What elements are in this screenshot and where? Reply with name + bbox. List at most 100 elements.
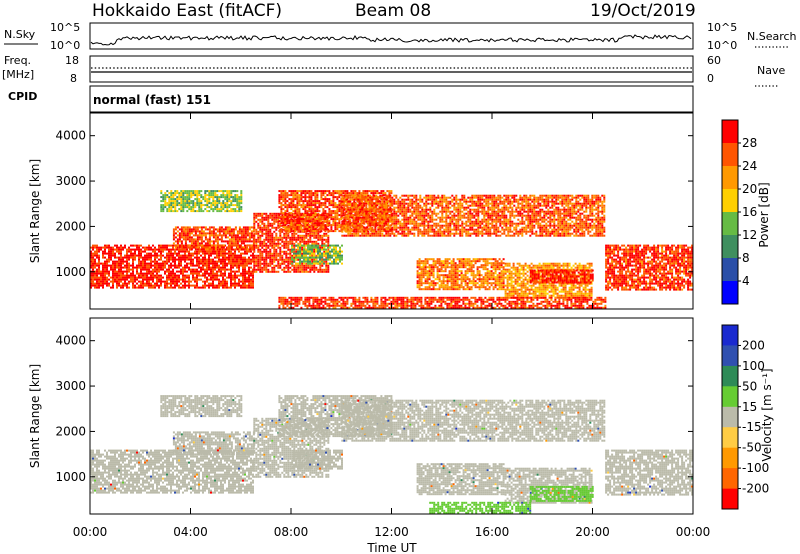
scatter-cell [208, 190, 211, 193]
scatter-cell [94, 286, 96, 289]
scatter-cell [289, 242, 292, 245]
scatter-cell [100, 284, 102, 287]
scatter-cell [226, 236, 229, 239]
scatter-cell [106, 282, 108, 285]
scatter-cell [297, 258, 300, 261]
scatter-cell [244, 266, 246, 269]
scatter-cell [212, 258, 214, 261]
scatter-cell [423, 214, 426, 217]
scatter-cell [314, 224, 317, 227]
scatter-cell [271, 226, 274, 229]
scatter-cell [236, 260, 238, 263]
scatter-cell [252, 272, 254, 275]
scatter-cell [152, 244, 154, 247]
scatter-cell [222, 272, 224, 275]
scatter-cell [425, 220, 428, 223]
scatter-cell [120, 256, 122, 259]
scatter-cell [112, 254, 114, 257]
scatter-cell [108, 284, 110, 287]
scatter-cell [192, 242, 195, 245]
scatter-cell [188, 280, 190, 283]
scatter-cell [176, 204, 179, 207]
scatter-cell [130, 278, 132, 281]
scatter-cell [314, 200, 317, 203]
scatter-cell [190, 260, 192, 263]
scatter-cell [319, 238, 322, 241]
scatter-cell [312, 230, 315, 233]
scatter-cell [391, 228, 394, 231]
scatter-cell [425, 218, 428, 221]
scatter-cell [347, 224, 350, 227]
scatter-cell [427, 232, 430, 235]
scatter-cell [257, 258, 260, 261]
scatter-cell [138, 248, 140, 251]
scatter-cell [146, 284, 148, 287]
scatter-cell [186, 236, 189, 239]
scatter-cell [166, 258, 168, 261]
scatter-cell [463, 208, 466, 211]
scatter-cell [142, 266, 144, 269]
scatter-cell [120, 278, 122, 281]
scatter-cell [284, 224, 287, 227]
scatter-cell [232, 284, 234, 287]
scatter-cell [124, 260, 126, 263]
scatter-cell [305, 240, 308, 243]
scatter-cell [293, 222, 296, 225]
scatter-cell [224, 264, 226, 267]
scatter-cell [200, 200, 203, 203]
scatter-cell [397, 208, 400, 211]
scatter-cell [377, 210, 380, 213]
scatter-cell [216, 270, 218, 273]
scatter-cell [290, 200, 293, 203]
scatter-cell [352, 206, 355, 209]
scatter-cell [192, 270, 194, 273]
scatter-cell [338, 208, 341, 211]
scatter-cell [92, 252, 94, 255]
scatter-cell [321, 270, 324, 273]
scatter-cell [172, 206, 175, 209]
scatter-cell [246, 240, 249, 243]
scatter-cell [461, 224, 464, 227]
scatter-cell [252, 242, 255, 245]
scatter-cell [304, 218, 307, 221]
scatter-cell [160, 280, 162, 283]
scatter-cell [369, 202, 372, 205]
scatter-cell [395, 218, 398, 221]
scatter-cell [356, 224, 359, 227]
scatter-cell [294, 208, 297, 211]
scatter-cell [431, 198, 434, 201]
scatter-cell [176, 196, 179, 199]
scatter-cell [240, 264, 242, 267]
scatter-cell [178, 274, 180, 277]
scatter-cell [202, 232, 205, 235]
scatter-cell [403, 224, 406, 227]
scatter-cell [104, 270, 106, 273]
scatter-cell [255, 230, 258, 233]
scatter-cell [361, 234, 364, 237]
scatter-cell [218, 266, 220, 269]
scatter-cell [204, 204, 207, 207]
scatter-cell [284, 218, 287, 221]
scatter-cell [230, 210, 233, 213]
scatter-cell [150, 262, 152, 265]
scatter-cell [220, 254, 222, 257]
scatter-cell [401, 218, 404, 221]
scatter-cell [118, 246, 120, 249]
scatter-cell [216, 202, 219, 205]
scatter-cell [457, 210, 460, 213]
scatter-cell [132, 266, 134, 269]
scatter-cell [457, 198, 460, 201]
scatter-cell [351, 196, 354, 199]
scatter-cell [449, 196, 452, 199]
scatter-cell [102, 254, 104, 257]
scatter-cell [230, 266, 232, 269]
scatter-cell [371, 234, 374, 237]
scatter-cell [202, 234, 205, 237]
scatter-cell [259, 244, 262, 247]
scatter-cell [200, 254, 202, 257]
scatter-cell [172, 282, 174, 285]
scatter-cell [421, 214, 424, 217]
scatter-cell [124, 254, 126, 257]
scatter-cell [114, 268, 116, 271]
scatter-cell [186, 270, 188, 273]
